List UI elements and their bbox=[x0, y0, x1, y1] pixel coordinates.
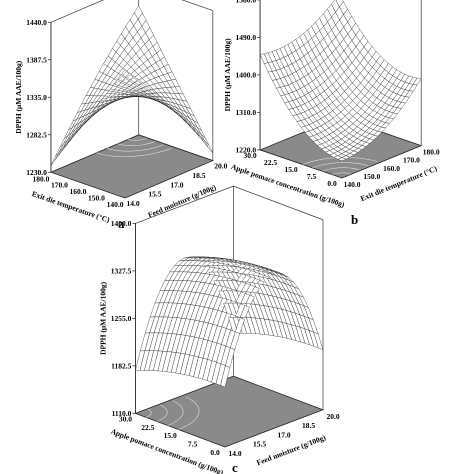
y-tick-label: 20.0 bbox=[326, 412, 339, 421]
y-tick-label: 15.5 bbox=[253, 440, 266, 449]
z-tick-label: 1387.5 bbox=[26, 55, 47, 64]
x-tick-label: 15.0 bbox=[284, 165, 297, 174]
z-tick-label: 1327.5 bbox=[111, 266, 132, 275]
z-axis-label: DPPH (μM AAE/100g) bbox=[98, 281, 107, 354]
y-tick-label: 18.5 bbox=[302, 421, 315, 430]
z-tick-label: 1220.0 bbox=[235, 145, 256, 154]
y-tick-label: 160.0 bbox=[70, 187, 87, 196]
z-tick-label: 1490.0 bbox=[235, 33, 256, 42]
floor-contour bbox=[128, 137, 147, 141]
y-tick-label: 170.0 bbox=[51, 181, 68, 190]
floor-contour bbox=[322, 167, 360, 172]
z-tick-label: 1310.0 bbox=[235, 108, 256, 117]
panel-c: 1110.0 1182.5 1255.0 1327.5 1400.0 DPPH (μM A… bbox=[98, 185, 340, 474]
panel-label-b: b bbox=[351, 212, 358, 227]
z-tick-label: 1400.0 bbox=[111, 219, 132, 228]
x-tick-label: 17.0 bbox=[170, 180, 183, 189]
x-tick-label: 7.5 bbox=[188, 440, 198, 449]
surface-cell bbox=[337, 157, 347, 162]
y-tick-label: 140.0 bbox=[107, 200, 124, 209]
x-tick-label: 0.0 bbox=[210, 448, 220, 457]
z-tick-label: 1400.0 bbox=[235, 70, 256, 79]
x-tick-label: 15.0 bbox=[164, 431, 177, 440]
floor-contour bbox=[167, 400, 184, 426]
y-tick-label: 140.0 bbox=[344, 180, 361, 189]
panel-label-c: c bbox=[232, 460, 238, 474]
surface-cell bbox=[204, 140, 213, 154]
y-tick-label: 170.0 bbox=[403, 156, 420, 165]
panel-a: 1230.0 1282.5 1335.0 1387.5 1440.0 DPPH (μM A… bbox=[14, 0, 228, 225]
y-tick-label: 17.0 bbox=[277, 430, 290, 439]
y-tick-label: 14.0 bbox=[228, 449, 241, 458]
x-tick-label: 7.5 bbox=[307, 172, 317, 181]
surface-cell bbox=[50, 152, 60, 166]
x-tick-label: 20.0 bbox=[214, 162, 227, 171]
z-axis-label: DPPH (μM AAE/100g) bbox=[14, 60, 23, 133]
y-tick-label: 150.0 bbox=[88, 194, 105, 203]
z-tick-label: 1230.0 bbox=[26, 168, 47, 177]
x-tick-label: 22.5 bbox=[141, 423, 154, 432]
z-tick-label: 1580.0 bbox=[235, 0, 256, 4]
y-axis-label: Feed moisture (g/100g) bbox=[255, 433, 327, 468]
y-tick-label: 150.0 bbox=[363, 172, 380, 181]
floor-contour bbox=[107, 144, 164, 152]
surface-cell bbox=[313, 331, 324, 351]
z-tick-label: 1440.0 bbox=[26, 18, 47, 27]
z-tick-label: 1255.0 bbox=[111, 314, 132, 323]
floor-contour bbox=[178, 396, 200, 430]
floor-contour bbox=[146, 408, 152, 418]
x-tick-label: 14.0 bbox=[126, 199, 139, 208]
x-tick-label: 30.0 bbox=[119, 414, 132, 423]
wall-top bbox=[135, 185, 324, 224]
floor-contour bbox=[117, 141, 156, 147]
panel-label-a: a bbox=[118, 216, 125, 231]
z-tick-label: 1110.0 bbox=[112, 409, 132, 418]
y-tick-label: 180.0 bbox=[32, 174, 49, 183]
z-tick-label: 1335.0 bbox=[26, 93, 47, 102]
floor-contour bbox=[312, 162, 369, 169]
z-tick-label: 1282.5 bbox=[26, 130, 47, 139]
floor-contour bbox=[96, 148, 172, 157]
x-tick-label: 18.5 bbox=[192, 171, 205, 180]
y-tick-label: 160.0 bbox=[383, 164, 400, 173]
z-axis-label: DPPH (μM AAE/100g) bbox=[223, 38, 232, 111]
x-tick-label: 30.0 bbox=[244, 151, 257, 160]
floor-contour bbox=[156, 404, 168, 422]
floor-contour bbox=[332, 172, 351, 175]
surface-cell bbox=[220, 365, 231, 388]
panel-b: 1220.0 1310.0 1400.0 1490.0 1580.0 DPPH (μM A… bbox=[223, 0, 440, 209]
y-tick-label: 180.0 bbox=[423, 148, 440, 157]
x-tick-label: 0.0 bbox=[327, 179, 337, 188]
wall-top bbox=[50, 0, 213, 23]
x-tick-label: 22.5 bbox=[264, 158, 277, 167]
surface-cell bbox=[135, 350, 146, 371]
x-tick-label: 15.5 bbox=[148, 190, 161, 199]
z-tick-label: 1182.5 bbox=[111, 361, 131, 370]
